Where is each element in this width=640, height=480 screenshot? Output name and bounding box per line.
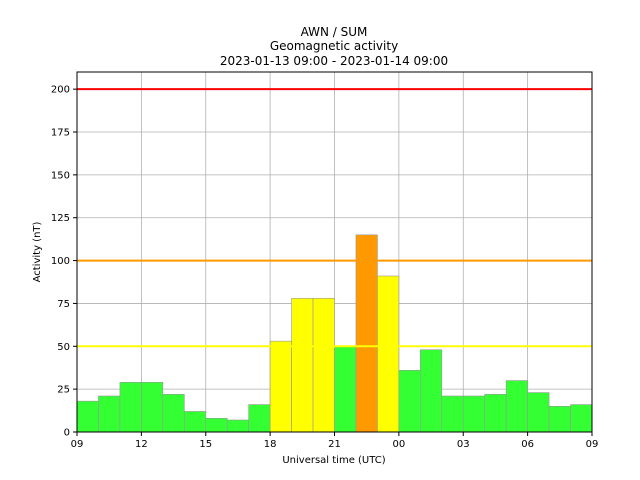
- y-axis-label: Activity (nT): [32, 221, 43, 282]
- bar: [76, 400, 99, 433]
- bar: [355, 234, 378, 433]
- bar: [141, 381, 164, 433]
- bar: [98, 395, 121, 433]
- bar: [462, 395, 486, 433]
- y-tick-label: 175: [51, 128, 70, 139]
- chart-title: AWN / SUM: [301, 25, 368, 39]
- x-tick-label: 03: [457, 439, 470, 450]
- chart-subtitle: Geomagnetic activity: [270, 39, 398, 53]
- x-tick-label: 12: [135, 439, 148, 450]
- bar: [248, 404, 271, 433]
- threshold-lines: [77, 88, 592, 348]
- y-tick-label: 100: [51, 256, 70, 267]
- bar: [570, 404, 593, 433]
- bar: [505, 380, 528, 433]
- bar: [312, 297, 335, 433]
- x-tick-label: 09: [586, 439, 599, 450]
- x-tick-label: 15: [199, 439, 212, 450]
- bar: [334, 345, 357, 433]
- bar: [162, 393, 185, 433]
- x-tick-label: 00: [393, 439, 406, 450]
- bar: [484, 393, 507, 433]
- x-tick-label: 21: [328, 439, 341, 450]
- chart-date-range: 2023-01-13 09:00 - 2023-01-14 09:00: [220, 54, 448, 68]
- bar: [527, 392, 550, 433]
- y-tick-label: 150: [51, 170, 70, 181]
- bar: [226, 419, 249, 433]
- bar: [205, 417, 228, 433]
- x-tick-label: 18: [264, 439, 277, 450]
- x-tick-label: 09: [71, 439, 84, 450]
- bar: [420, 349, 443, 433]
- y-tick-label: 50: [57, 342, 70, 353]
- y-tick-label: 25: [57, 385, 70, 396]
- y-tick-label: 75: [57, 299, 70, 310]
- bar: [441, 395, 464, 433]
- bar: [548, 405, 571, 433]
- bar: [183, 411, 207, 433]
- bar: [377, 275, 400, 433]
- bar: [119, 381, 142, 433]
- x-tick-label: 06: [521, 439, 534, 450]
- bar: [398, 369, 421, 433]
- x-axis-label: Universal time (UTC): [282, 455, 385, 466]
- y-tick-label: 125: [51, 213, 70, 224]
- y-tick-label: 200: [51, 85, 70, 96]
- bar: [269, 340, 292, 433]
- y-tick-label: 0: [64, 428, 70, 439]
- bar: [291, 297, 314, 433]
